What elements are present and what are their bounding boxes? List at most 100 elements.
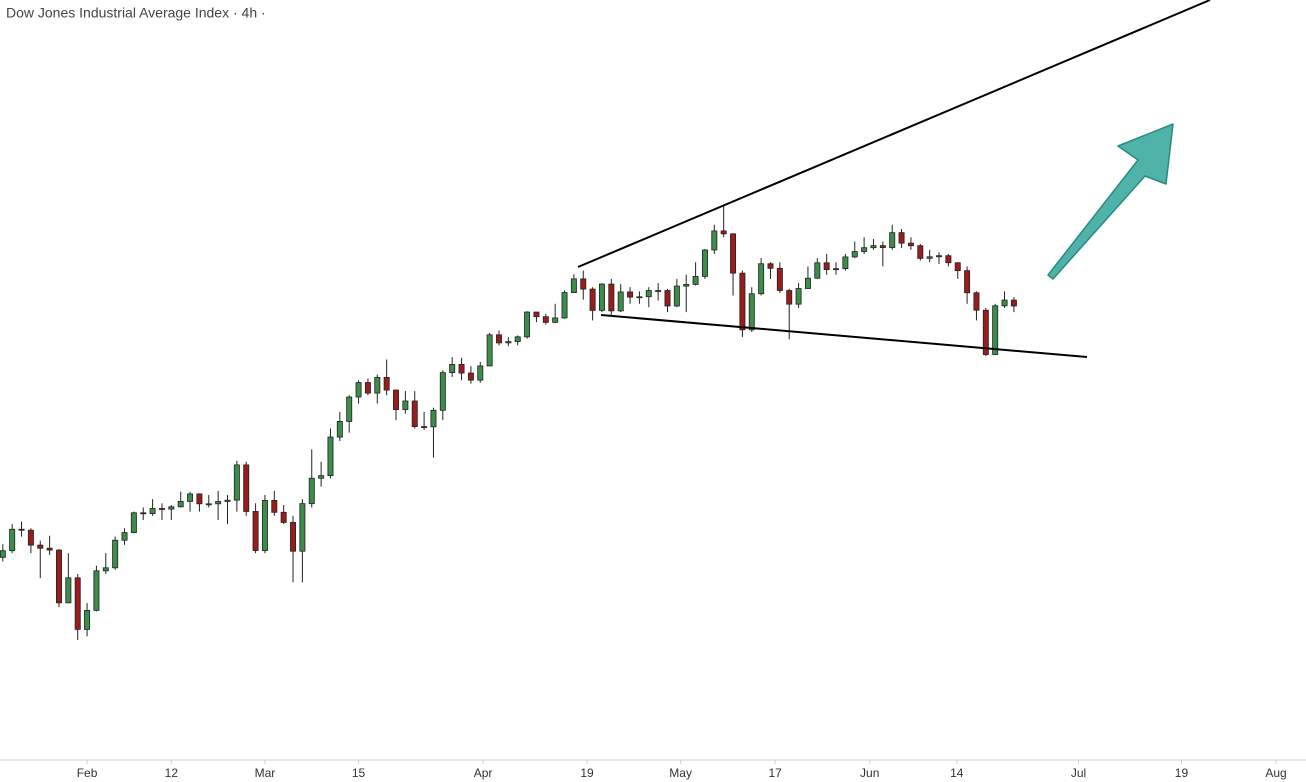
candle-body [224,499,231,502]
candle-body [552,317,559,323]
candle-body [730,233,737,274]
candle-body [636,296,643,299]
candle-body [102,567,109,572]
candle-body [271,500,278,513]
candle-body [514,336,521,342]
candle-body [542,316,549,323]
candle-body [804,277,811,289]
candle-body [46,547,53,551]
candle-body [383,376,390,391]
candle-body [879,245,886,248]
candle-body [27,529,34,546]
x-tick-label: Feb [77,766,98,780]
candle-body [318,475,325,479]
candle-body [1010,299,1017,307]
x-tick-label: Jul [1071,766,1086,780]
candle-body [964,270,971,294]
candle-body [196,493,203,505]
candle-body [599,283,605,311]
candle-body [299,503,306,552]
candle-body [795,288,802,305]
candle-body [842,256,849,270]
candle-body [355,382,362,398]
candle-body [93,570,100,611]
candle-body [168,506,175,510]
candles [0,204,1017,640]
candle-body [421,426,428,428]
candle-body [121,532,128,541]
candle-body [74,577,81,630]
candle-body [187,493,194,502]
candle-body [477,365,484,381]
candle-body [290,522,297,552]
candle-body [589,288,596,311]
candle-body [917,245,924,259]
candle-body [243,464,250,512]
candle-body [56,549,62,604]
candle-body [851,251,858,258]
candle-body [683,284,690,287]
candle-body [402,400,409,410]
x-tick-label: 14 [950,766,964,780]
candle-body [18,528,25,531]
candle-body [701,249,708,277]
candle-body [973,292,980,311]
candle-body [430,409,437,428]
x-tick-label: 17 [768,766,782,780]
candle-body [898,232,905,244]
candle-body [84,609,91,630]
candle-body [936,255,942,258]
candle-body [739,272,746,331]
x-tick-label: Apr [474,766,493,780]
candle-body [524,311,531,338]
candle-body [833,268,840,271]
candle-body [0,550,6,558]
candle-body [767,263,774,269]
candle-body [758,263,765,295]
candle-body [786,290,793,305]
candle-body [140,512,147,515]
candle-body [907,242,914,247]
candle-body [1001,299,1008,307]
candle-body [627,291,634,298]
x-tick-label: May [669,766,692,780]
candle-body [926,256,933,259]
x-tick-label: Jun [860,766,879,780]
candle-body [65,577,72,604]
candle-body [346,396,353,422]
candle-body [177,501,184,508]
x-tick-label: 19 [1175,766,1189,780]
candle-body [130,512,137,533]
candle-body [533,311,540,318]
candle-body [37,544,44,549]
candle-body [889,232,896,248]
candle-body [449,364,456,374]
candle-body [467,372,474,381]
candle-body [673,285,680,307]
candle-body [655,290,662,292]
candle-body [692,275,699,285]
candle-body [374,376,381,394]
candle-body [711,230,718,251]
candle-body [308,477,315,505]
candle-body [992,305,999,355]
candle-body [158,508,165,510]
candle-body [496,334,502,344]
candle-body [608,283,615,312]
candle-body [9,528,16,552]
lower-trendline [600,314,1088,358]
candle-body [215,501,222,505]
candle-body [112,539,119,569]
x-tick-label: Aug [1265,766,1286,780]
candle-body [617,291,624,312]
candle-body [776,267,783,291]
candle-body [327,436,334,477]
candle-body [570,278,577,293]
candle-body [945,255,952,264]
candle-body [486,334,493,367]
candle-body [748,293,755,331]
candle-body [982,309,989,355]
